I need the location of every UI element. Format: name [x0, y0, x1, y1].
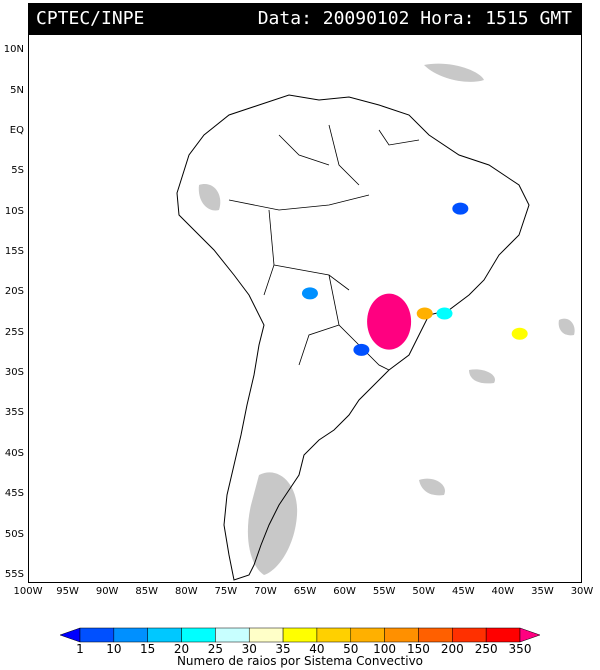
- legend-swatch: [452, 627, 487, 643]
- legend-label: 1: [76, 642, 84, 656]
- legend-label: 350: [508, 642, 532, 656]
- coastline: [176, 94, 530, 581]
- lon-tick-label: 80W: [174, 586, 198, 597]
- legend-swatch: [248, 627, 284, 643]
- convective-systems: [301, 202, 528, 356]
- cloud-andes-north: [198, 184, 221, 211]
- map-header: CPTEC/INPE Data: 20090102 Hora: 1515 GMT: [28, 3, 582, 34]
- legend-label: 50: [343, 642, 359, 656]
- lat-tick-label: 40S: [4, 447, 24, 459]
- cloud-atlantic-north: [424, 63, 484, 82]
- border-7: [328, 124, 360, 186]
- lon-tick-label: 75W: [214, 586, 238, 597]
- lat-tick-label: 45S: [4, 488, 24, 500]
- lon-tick-label: 100W: [13, 586, 43, 597]
- map-canvas: [176, 63, 575, 581]
- legend-label: 25: [207, 642, 224, 656]
- lon-tick-label: 45W: [451, 586, 475, 597]
- cloud-south-atlantic: [419, 478, 445, 496]
- lon-tick-label: 35W: [531, 586, 554, 597]
- lon-tick-label: 70W: [254, 586, 277, 597]
- legend-label: 100: [373, 642, 397, 656]
- system-argentina: [353, 343, 370, 356]
- legend-label: 15: [140, 642, 156, 656]
- lat-tick-label: 50S: [4, 528, 24, 540]
- lon-tick-label: 95W: [56, 586, 79, 597]
- legend-label: 150: [407, 642, 430, 656]
- lon-tick-label: 55W: [372, 586, 396, 597]
- legend-swatch: [485, 627, 521, 643]
- lat-tick-label: 25S: [4, 326, 24, 338]
- system-atlantic: [511, 327, 528, 340]
- cloud-mid-atlantic: [469, 369, 495, 384]
- lon-tick-label: 50W: [412, 586, 436, 597]
- lat-tick-label: 35S: [4, 407, 24, 419]
- lat-tick-label: 10N: [3, 44, 24, 56]
- legend-label: 40: [309, 642, 325, 656]
- legend-swatch: [418, 627, 453, 643]
- system-bahia-north: [452, 202, 469, 215]
- lon-tick-label: 90W: [95, 586, 119, 597]
- border-4: [328, 274, 360, 346]
- date-time-label: Data: 20090102 Hora: 1515 GMT: [257, 8, 572, 29]
- lon-tick-label: 30W: [570, 586, 594, 597]
- legend-swatch-high-arrow: [519, 627, 541, 643]
- lat-tick-label: 10S: [4, 205, 24, 217]
- legend-swatch: [113, 627, 148, 643]
- system-sao-paulo: [436, 307, 453, 320]
- legend-colorbar: [59, 627, 541, 643]
- legend-swatch: [181, 627, 216, 643]
- border-8: [278, 134, 330, 166]
- lon-tick-label: 85W: [135, 586, 159, 597]
- lat-tick-label: 55S: [4, 568, 24, 580]
- legend-swatch: [215, 627, 250, 643]
- system-parana-large: [367, 293, 412, 350]
- legend-title: Numero de raios por Sistema Convectivo: [176, 654, 424, 668]
- legend-swatch: [350, 627, 385, 643]
- legend-swatch-low-arrow: [59, 627, 81, 643]
- border-9: [378, 129, 420, 146]
- border-2: [263, 209, 275, 296]
- south-america-outline: [176, 94, 530, 581]
- cloud-cover: [198, 63, 575, 575]
- system-minas-yellow: [416, 307, 433, 320]
- legend-label: 30: [241, 642, 257, 656]
- lat-tick-label: EQ: [9, 124, 24, 136]
- lon-tick-label: 40W: [491, 586, 515, 597]
- cloud-patagonia: [247, 472, 298, 575]
- lat-tick-label: 15S: [4, 245, 24, 257]
- border-6: [298, 324, 340, 366]
- cloud-east: [558, 318, 575, 336]
- map-area[interactable]: [28, 34, 582, 583]
- legend-swatch: [316, 627, 352, 643]
- legend-swatch: [79, 627, 115, 643]
- legend-swatch: [384, 627, 419, 643]
- agency-label: CPTEC/INPE: [36, 8, 145, 29]
- lat-tick-label: 5S: [11, 165, 24, 177]
- legend-swatch: [282, 627, 318, 643]
- lon-tick-label: 60W: [333, 586, 356, 597]
- legend-swatch: [147, 627, 182, 643]
- system-paraguay-north: [301, 287, 318, 300]
- lat-tick-label: 20S: [4, 286, 24, 298]
- legend-label: 35: [275, 642, 291, 656]
- lat-tick-label: 30S: [4, 367, 24, 379]
- legend-label: 250: [474, 642, 498, 656]
- legend-label: 200: [440, 642, 464, 656]
- border-1: [228, 194, 370, 211]
- lat-tick-label: 5N: [10, 84, 24, 96]
- lon-tick-label: 65W: [293, 586, 317, 597]
- legend-label: 10: [106, 642, 122, 656]
- legend-label: 20: [173, 642, 190, 656]
- border-3: [273, 264, 350, 291]
